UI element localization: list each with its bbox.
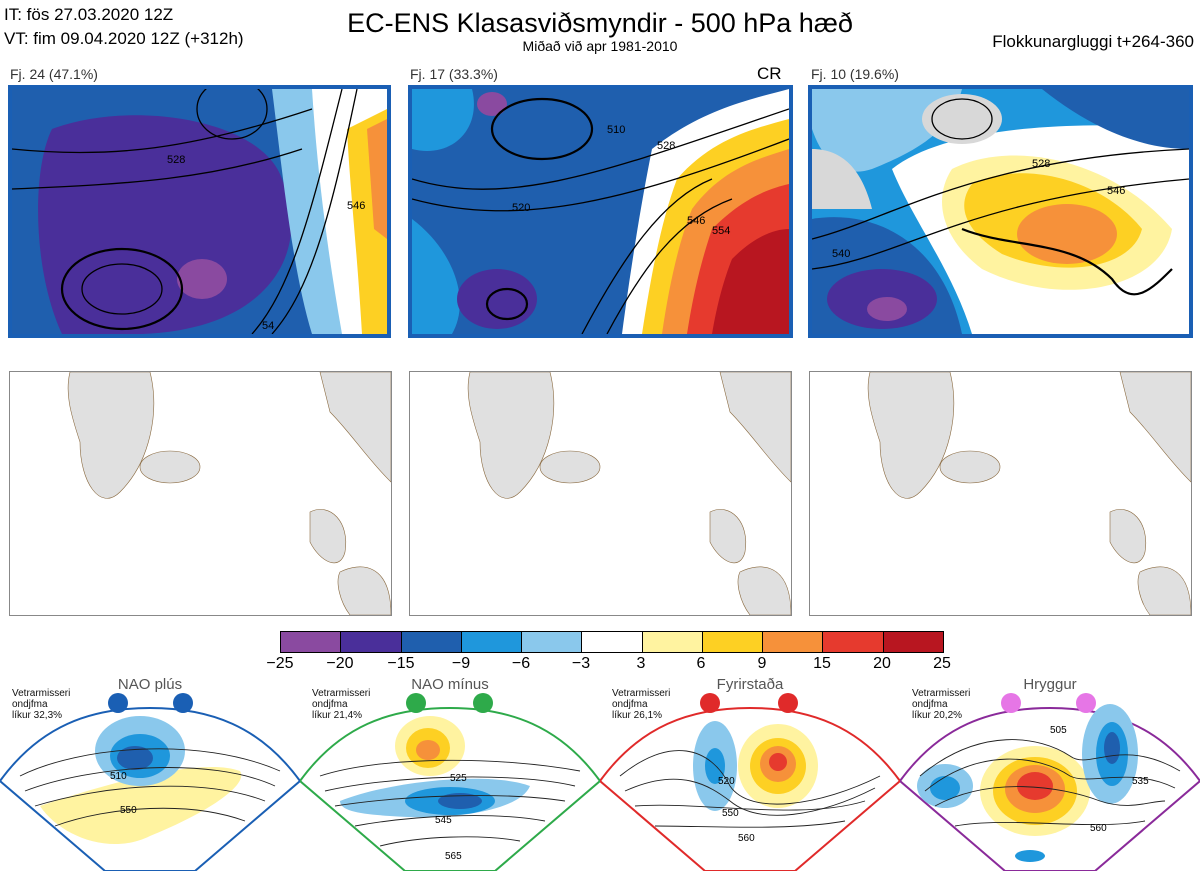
panel-2-label: Fj. 17 (33.3%) xyxy=(410,66,498,82)
colorbar-swatch xyxy=(883,632,943,652)
colorbar-swatch xyxy=(401,632,462,652)
init-time: IT: fös 27.03.2020 12Z xyxy=(4,5,174,24)
colorbar-swatch xyxy=(823,632,884,652)
colorbar-swatch xyxy=(461,632,523,652)
colorbar-tick: 6 xyxy=(696,655,706,672)
contour-label: 550 xyxy=(120,805,137,816)
contour-label: 546 xyxy=(687,215,705,227)
regime-stats: Vetrarmisseri ondjfma líkur 26,1% xyxy=(612,688,671,721)
contour-label: 528 xyxy=(167,154,185,166)
regime-blocking: 520 550 560 Fyrirstaða Vetrarmisseri ondj… xyxy=(598,676,902,872)
regime-name: NAO mínus xyxy=(411,676,489,693)
contour-label: 520 xyxy=(718,776,735,787)
colorbar-tick: 25 xyxy=(933,655,951,672)
colorbar-swatch xyxy=(582,632,643,652)
classification-window: Flokkunargluggi t+264-360 xyxy=(992,32,1194,51)
colorbar-tick: −6 xyxy=(511,655,531,672)
page-title: EC-ENS Klasasviðsmyndir - 500 hPa hæð xyxy=(347,8,853,38)
anomaly-field-2: 510 528 520 546 554 xyxy=(412,89,789,334)
contour-label: 565 xyxy=(445,851,462,862)
colorbar-tick: −25 xyxy=(266,655,294,672)
regime-nao-minus: 525 545 565 NAO mínus Vetrarmisseri ondjf… xyxy=(298,676,602,872)
regime-stats: Vetrarmisseri ondjfma líkur 20,2% xyxy=(912,688,971,721)
coastline-map-2 xyxy=(467,372,791,615)
anomaly-colorbar xyxy=(280,631,944,653)
valid-time: VT: fim 09.04.2020 12Z (+312h) xyxy=(4,29,244,48)
colorbar-swatch xyxy=(281,632,342,652)
contour-label: 560 xyxy=(738,833,755,844)
contour-label: 505 xyxy=(1050,725,1067,736)
colorbar-tick: −20 xyxy=(326,655,354,672)
blank-map-1 xyxy=(9,371,392,616)
contour-label: 550 xyxy=(722,808,739,819)
cluster-map-3: 528 546 540 xyxy=(808,85,1193,338)
cluster-map-2: 510 528 520 546 554 xyxy=(408,85,793,338)
contour-label: 546 xyxy=(1107,185,1125,197)
contour-label: 520 xyxy=(512,202,530,214)
blank-map-3 xyxy=(809,371,1192,616)
colorbar-tick: −15 xyxy=(387,655,415,672)
contour-label: 510 xyxy=(607,124,625,136)
regime-name: NAO plús xyxy=(117,676,183,693)
contour-label: 510 xyxy=(110,771,127,782)
panel-1-label: Fj. 24 (47.1%) xyxy=(10,66,98,82)
contour-label: 525 xyxy=(450,773,467,784)
regime-name: Fyrirstaða xyxy=(716,676,784,693)
colorbar-tick: 20 xyxy=(873,655,891,672)
colorbar-swatch xyxy=(642,632,703,652)
colorbar-tick: 15 xyxy=(813,655,831,672)
blank-map-2 xyxy=(409,371,792,616)
panel-2-tag: CR xyxy=(757,64,782,83)
colorbar-tick: 3 xyxy=(636,655,646,672)
regime-ridge: 505 535 560 Hryggur Vetrarmisseri ondjfma… xyxy=(898,676,1200,872)
contour-label: 528 xyxy=(1032,158,1050,170)
contour-label: 546 xyxy=(347,200,365,212)
regime-fan-map: 525 545 565 xyxy=(298,693,602,872)
contour-label: 545 xyxy=(435,815,452,826)
panel-3-label: Fj. 10 (19.6%) xyxy=(811,66,899,82)
regime-fan-map: 520 550 560 xyxy=(598,693,902,872)
anomaly-field-3: 528 546 540 xyxy=(812,89,1189,334)
regime-nao-plus: 510 550 NAO plús Vetrarmisseri ondjfma lík… xyxy=(0,676,302,872)
contour-label: 554 xyxy=(712,225,730,237)
colorbar-swatch xyxy=(702,632,764,652)
anomaly-field-1: 528 546 54 xyxy=(12,89,387,334)
coastline-map-1 xyxy=(67,372,391,615)
colorbar-tick: 9 xyxy=(757,655,767,672)
colorbar-tick: −3 xyxy=(571,655,591,672)
contour-label: 528 xyxy=(657,140,675,152)
page-subtitle: Miðað við apr 1981-2010 xyxy=(522,38,678,54)
regime-fan-map: 505 535 560 xyxy=(898,693,1200,872)
cluster-map-1: 528 546 54 xyxy=(8,85,391,338)
colorbar-swatch xyxy=(763,632,824,652)
contour-label: 560 xyxy=(1090,823,1107,834)
regime-fan-map: 510 550 xyxy=(0,693,302,872)
colorbar-swatch xyxy=(522,632,583,652)
regime-stats: Vetrarmisseri ondjfma líkur 21,4% xyxy=(312,688,371,721)
colorbar-tick: −9 xyxy=(451,655,471,672)
regime-stats: Vetrarmisseri ondjfma líkur 32,3% xyxy=(12,688,71,721)
contour-label: 540 xyxy=(832,248,850,260)
coastline-map-3 xyxy=(867,372,1191,615)
colorbar-swatch xyxy=(341,632,402,652)
contour-label: 54 xyxy=(262,320,274,332)
contour-label: 535 xyxy=(1132,776,1149,787)
regime-name: Hryggur xyxy=(1023,676,1077,693)
